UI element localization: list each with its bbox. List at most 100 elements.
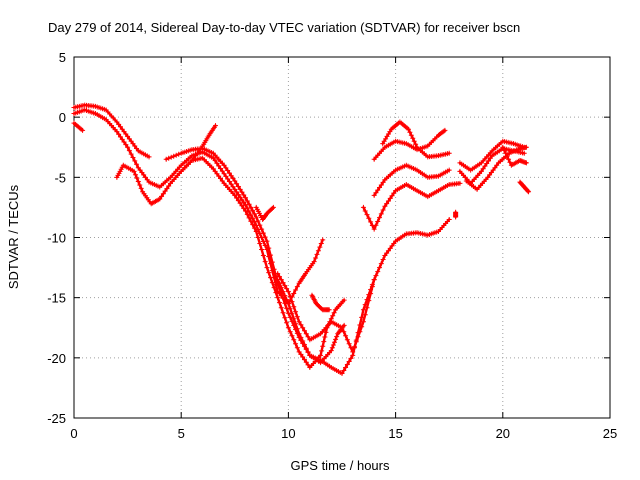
data-point <box>366 215 372 221</box>
data-point <box>294 345 300 351</box>
data-point <box>284 286 290 292</box>
data-point <box>246 201 252 207</box>
data-point <box>371 192 377 198</box>
data-point <box>300 354 306 360</box>
data-point <box>287 294 293 300</box>
data-point <box>212 158 218 164</box>
series-arc8 <box>275 216 452 355</box>
data-point <box>380 257 386 263</box>
y-tick-label: -25 <box>47 411 66 426</box>
data-point <box>273 290 279 296</box>
data-point <box>298 351 304 357</box>
data-point <box>291 316 297 322</box>
data-point <box>276 281 282 287</box>
data-point <box>346 341 352 347</box>
data-point <box>364 212 370 218</box>
data-point <box>262 259 268 265</box>
series-arc9 <box>275 277 377 376</box>
data-point <box>173 152 179 158</box>
data-point <box>264 238 270 244</box>
data-point <box>285 301 291 307</box>
data-point <box>314 251 320 257</box>
y-axis-label: SDTVAR / TECUs <box>6 184 21 289</box>
data-point <box>407 129 413 135</box>
data-point <box>378 261 384 267</box>
data-point <box>384 201 390 207</box>
data-point <box>296 349 302 355</box>
data-point <box>257 222 263 228</box>
data-point <box>243 195 249 201</box>
data-point <box>408 132 414 138</box>
data-point <box>301 342 307 348</box>
data-point <box>266 270 272 276</box>
data-point <box>319 348 325 354</box>
data-point <box>294 314 300 320</box>
data-point <box>380 207 386 213</box>
data-point <box>280 289 286 295</box>
data-point <box>228 173 234 179</box>
data-point <box>405 126 411 132</box>
data-point <box>507 159 513 165</box>
data-point <box>221 162 227 168</box>
data-point <box>225 176 231 182</box>
data-point <box>241 192 247 198</box>
data-point <box>176 151 182 157</box>
series-line <box>72 108 324 305</box>
data-point <box>359 314 365 320</box>
data-point <box>255 218 261 224</box>
data-point <box>126 148 132 154</box>
data-point <box>377 265 383 271</box>
data-point <box>339 325 345 331</box>
data-point <box>243 202 249 208</box>
data-point <box>282 293 288 299</box>
data-point <box>257 241 263 247</box>
series-arc19 <box>500 144 529 168</box>
data-point <box>328 348 334 354</box>
data-point <box>341 367 347 373</box>
data-point <box>243 208 249 214</box>
data-point <box>318 352 324 358</box>
data-point <box>344 337 350 343</box>
data-point <box>362 208 368 214</box>
data-point <box>255 235 261 240</box>
data-point <box>503 150 509 156</box>
data-point <box>344 361 350 367</box>
data-point <box>163 156 169 162</box>
x-tick-label: 0 <box>70 426 77 441</box>
chart-title: Day 279 of 2014, Sidereal Day-to-day VTE… <box>48 20 520 35</box>
data-point <box>378 182 384 188</box>
data-point <box>504 153 510 159</box>
data-point <box>326 307 332 313</box>
data-point <box>442 127 448 133</box>
data-point <box>266 245 272 251</box>
series-arc20 <box>517 179 532 195</box>
axis-ticks: 0 5 10 15 20 25 -25 -20 -15 -10 -5 0 5 <box>47 50 617 441</box>
data-point <box>500 144 506 150</box>
data-point <box>226 179 232 185</box>
data-point <box>368 219 374 225</box>
data-point <box>168 154 174 160</box>
data-point <box>164 186 170 192</box>
data-point <box>159 193 165 199</box>
data-point <box>322 334 328 340</box>
data-point <box>285 289 291 295</box>
data-point <box>360 204 366 210</box>
data-point <box>232 186 238 192</box>
grid <box>74 57 610 418</box>
data-point <box>333 336 339 342</box>
data-point <box>138 185 144 191</box>
data-point <box>478 168 484 174</box>
data-point <box>382 203 388 209</box>
data-point <box>250 216 256 222</box>
data-point <box>262 234 268 240</box>
data-point <box>300 338 306 344</box>
data-point <box>137 182 143 188</box>
data-point <box>234 195 240 201</box>
data-point <box>315 248 321 254</box>
data-point <box>296 331 302 337</box>
data-point <box>268 252 274 258</box>
data-point <box>446 167 452 173</box>
data-point <box>228 181 234 187</box>
data-point <box>166 155 172 161</box>
